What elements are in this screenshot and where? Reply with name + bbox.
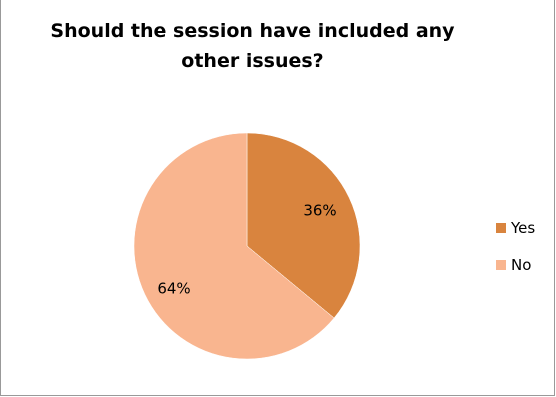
data-label-yes: 36% (303, 202, 336, 220)
chart-title-line-1: Should the session have included any (50, 20, 455, 42)
legend-item-yes: Yes (496, 218, 535, 238)
legend-swatch-no (496, 260, 506, 270)
pie-slice-yes (246, 132, 361, 319)
data-label-no: 64% (157, 280, 190, 298)
legend-item-no: No (496, 255, 531, 275)
legend-label-yes: Yes (511, 219, 536, 237)
pie-slice-no (133, 132, 335, 360)
legend-swatch-yes (496, 223, 506, 233)
chart-title: Should the session have included any oth… (20, 16, 485, 76)
legend-label-no: No (511, 256, 532, 274)
chart-title-line-2: other issues? (181, 50, 324, 72)
